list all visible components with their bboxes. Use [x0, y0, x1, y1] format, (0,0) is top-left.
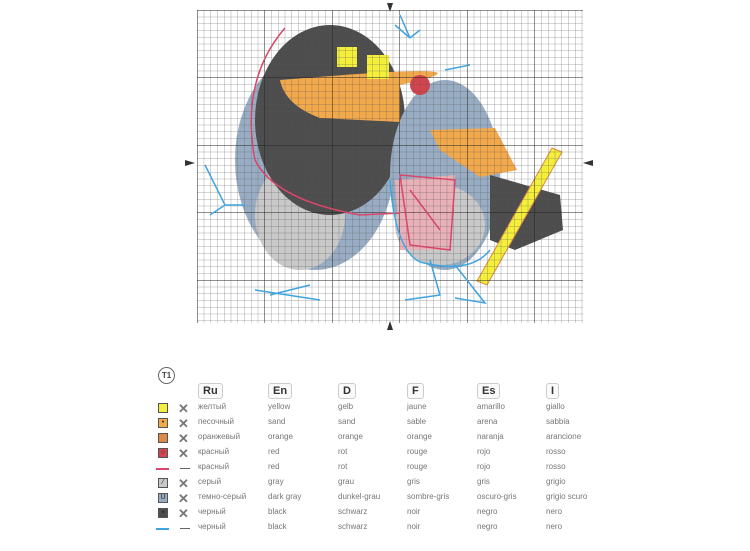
cross-stitch-pattern-chart — [185, 3, 593, 330]
cross-stitch-icon: ✕ — [178, 416, 189, 431]
color-name-ru: серый — [198, 477, 222, 486]
cross-stitch-icon: ✕ — [178, 401, 189, 416]
color-name-f: noir — [407, 522, 421, 531]
color-name-f: sombre-gris — [407, 492, 450, 501]
color-name-ru: красный — [198, 462, 230, 471]
color-name-ru: черный — [198, 507, 226, 516]
color-name-es: gris — [477, 477, 490, 486]
color-name-i: rosso — [546, 462, 566, 471]
column-header-i: I — [546, 383, 560, 399]
column-header-en: En — [268, 383, 293, 399]
grid-major — [197, 10, 583, 323]
legend-row: • ✕ песочный sand sand sable arena sabbia — [0, 416, 750, 431]
column-header-es: Es — [477, 383, 501, 399]
color-name-es: naranja — [477, 432, 504, 441]
color-name-i: nero — [546, 522, 563, 531]
blue-outline-lines — [204, 14, 491, 305]
color-name-f: rouge — [407, 462, 428, 471]
color-swatch — [158, 403, 168, 413]
color-name-d: rot — [338, 462, 348, 471]
cross-stitch-icon: ✕ — [178, 491, 189, 506]
center-arrow-top — [387, 3, 393, 12]
color-name-ru: красный — [198, 447, 230, 456]
legend-row: U ✕ темно-серый dark gray dunkel-grau sombre-… — [0, 491, 750, 506]
color-name-f: rouge — [407, 447, 428, 456]
legend-row: черный black schwarz noir negro nero — [0, 522, 750, 536]
legend-row: ✕ оранжевый orange orange orange naranja aranc… — [0, 431, 750, 446]
legend-row: ▪ ✕ черный black schwarz noir negro nero — [0, 506, 750, 521]
color-name-es: negro — [477, 507, 498, 516]
cross-stitch-icon: ✕ — [178, 476, 189, 491]
color-name-en: gray — [268, 477, 284, 486]
color-name-en: yellow — [268, 402, 291, 411]
color-name-es: arena — [477, 417, 498, 426]
color-name-d: dunkel-grau — [338, 492, 381, 501]
center-arrow-right — [583, 160, 593, 166]
center-arrow-left — [185, 160, 195, 166]
color-name-en: black — [268, 522, 287, 531]
color-swatch: U — [158, 493, 168, 503]
color-name-f: noir — [407, 507, 421, 516]
color-swatch: ○ — [158, 448, 168, 458]
color-name-ru: желтый — [198, 402, 227, 411]
scarf-outline — [399, 174, 456, 251]
column-header-ru: Ru — [198, 383, 223, 399]
column-header-d: D — [338, 383, 356, 399]
color-name-en: red — [268, 462, 280, 471]
color-name-d: orange — [338, 432, 363, 441]
color-name-i: nero — [546, 507, 563, 516]
color-name-d: rot — [338, 447, 348, 456]
backstitch-lines — [204, 14, 491, 305]
color-name-ru: темно-серый — [198, 492, 247, 501]
legend-row: красный red rot rouge rojo rosso — [0, 462, 750, 476]
color-name-en: black — [268, 507, 287, 516]
color-name-i: rosso — [546, 447, 566, 456]
table-label: T1 — [158, 367, 175, 384]
color-name-ru: черный — [198, 522, 226, 531]
legend-row: ✕ желтый yellow gelb jaune amarillo giallo — [0, 401, 750, 416]
color-name-en: sand — [268, 417, 286, 426]
color-name-f: jaune — [407, 402, 427, 411]
color-name-es: rojo — [477, 462, 491, 471]
legend-row: ○ ✕ красный red rot rouge rojo rosso — [0, 446, 750, 461]
color-name-es: negro — [477, 522, 498, 531]
color-name-f: orange — [407, 432, 432, 441]
color-name-i: grigio scuro — [546, 492, 588, 501]
red-ribbon-line — [250, 27, 401, 216]
cross-stitch-icon: ✕ — [178, 446, 189, 461]
color-name-i: grigio — [546, 477, 566, 486]
color-name-en: dark gray — [268, 492, 302, 501]
color-swatch — [158, 433, 168, 443]
color-name-es: amarillo — [477, 402, 506, 411]
color-name-ru: песочный — [198, 417, 234, 426]
color-name-es: oscuro-gris — [477, 492, 517, 501]
cross-stitch-icon: ✕ — [178, 431, 189, 446]
color-name-ru: оранжевый — [198, 432, 241, 441]
color-name-en: red — [268, 447, 280, 456]
backstitch-icon — [180, 468, 190, 469]
color-swatch: ⁄ — [158, 478, 168, 488]
line-swatch — [156, 528, 169, 530]
color-name-d: sand — [338, 417, 356, 426]
color-name-en: orange — [268, 432, 293, 441]
color-name-d: grau — [338, 477, 355, 486]
color-name-d: schwarz — [338, 522, 368, 531]
color-name-f: gris — [407, 477, 420, 486]
color-name-d: schwarz — [338, 507, 368, 516]
center-arrow-bottom — [387, 321, 393, 330]
color-swatch: ▪ — [158, 508, 168, 518]
color-name-i: arancione — [546, 432, 582, 441]
cross-stitch-icon: ✕ — [178, 506, 189, 521]
color-name-i: giallo — [546, 402, 565, 411]
color-swatch: • — [158, 418, 168, 428]
color-name-d: gelb — [338, 402, 354, 411]
line-swatch — [156, 468, 169, 470]
color-name-es: rojo — [477, 447, 491, 456]
backstitch-icon — [180, 528, 190, 529]
legend-row: ⁄ ✕ серый gray grau gris gris grigio — [0, 476, 750, 491]
color-name-f: sable — [407, 417, 427, 426]
color-name-i: sabbia — [546, 417, 570, 426]
column-header-f: F — [407, 383, 424, 399]
